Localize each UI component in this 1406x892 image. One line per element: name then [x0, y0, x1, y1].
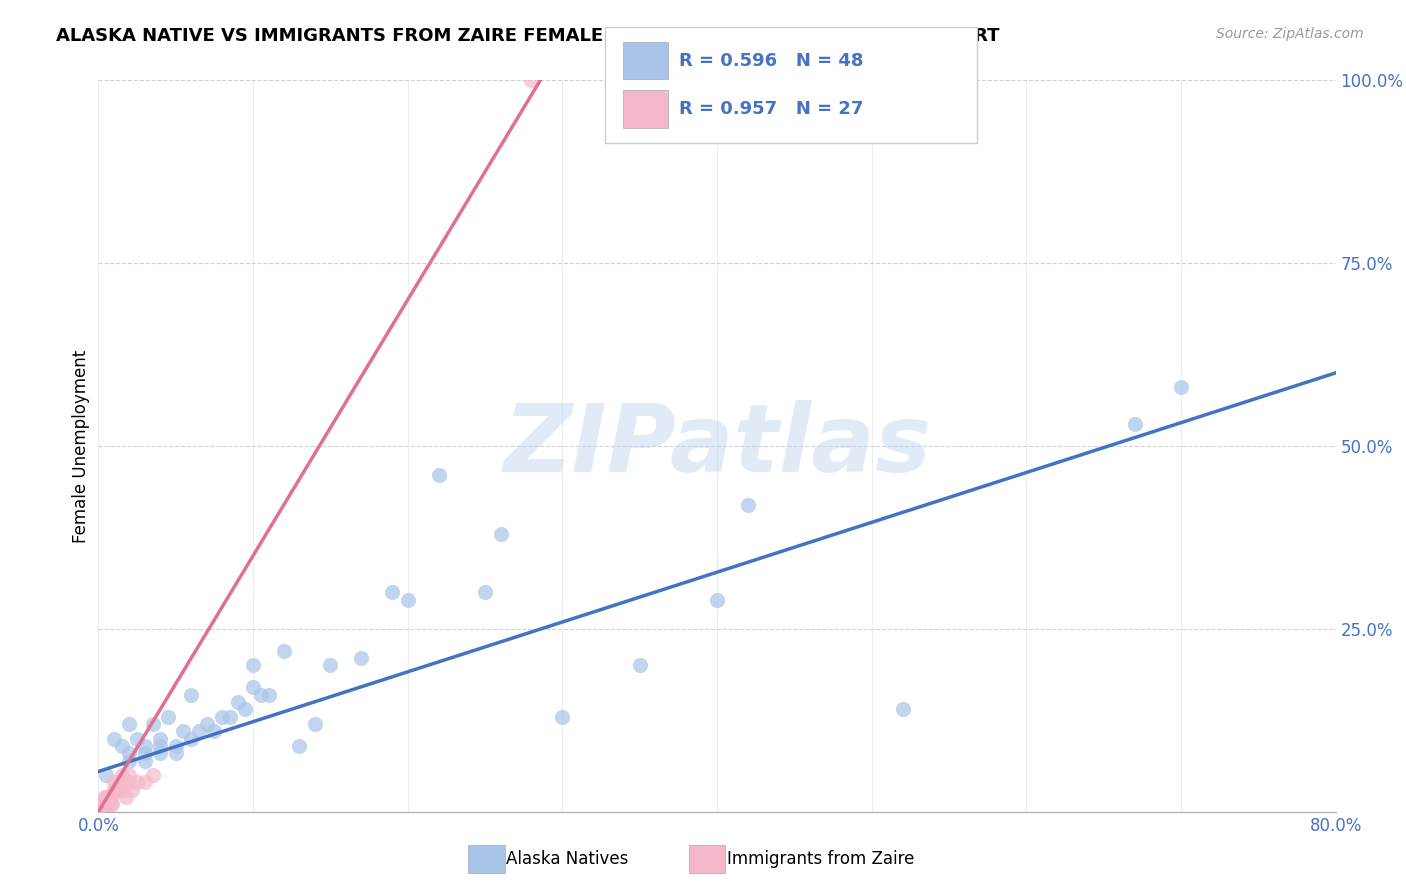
Point [121, 782, 143, 797]
Point [396, 592, 419, 607]
Point [118, 768, 141, 782]
Point [96, 768, 118, 782]
Text: Alaska Natives: Alaska Natives [506, 850, 628, 868]
Point [118, 754, 141, 768]
Point [127, 775, 149, 789]
Point [165, 746, 187, 760]
Point [97, 797, 120, 812]
Point [188, 724, 211, 739]
Point [103, 775, 125, 789]
Point [1123, 417, 1146, 431]
Point [891, 702, 914, 716]
Point [1170, 380, 1192, 394]
Point [226, 695, 249, 709]
Point [489, 526, 512, 541]
Point [112, 782, 135, 797]
Point [304, 717, 326, 731]
Text: Source: ZipAtlas.com: Source: ZipAtlas.com [1216, 27, 1364, 41]
Point [101, 797, 124, 812]
Point [180, 688, 202, 702]
Text: Immigrants from Zaire: Immigrants from Zaire [727, 850, 914, 868]
Point [111, 739, 132, 753]
Point [706, 592, 728, 607]
Point [118, 746, 141, 760]
Point [180, 731, 202, 746]
Point [427, 468, 450, 483]
Point [134, 739, 156, 753]
Point [90, 797, 112, 812]
Point [628, 658, 651, 673]
Point [219, 709, 242, 723]
Point [118, 717, 141, 731]
Point [319, 658, 342, 673]
Text: R = 0.957   N = 27: R = 0.957 N = 27 [679, 100, 863, 118]
Point [118, 775, 141, 789]
Point [87, 805, 110, 819]
Point [141, 717, 165, 731]
Point [350, 651, 373, 665]
Point [100, 797, 122, 812]
Point [381, 585, 404, 599]
Point [103, 782, 125, 797]
Point [737, 498, 759, 512]
Point [474, 585, 496, 599]
Point [250, 688, 273, 702]
Point [204, 724, 226, 739]
Point [195, 717, 218, 731]
Point [149, 746, 172, 760]
Point [149, 731, 172, 746]
Point [105, 782, 128, 797]
Point [165, 739, 187, 753]
Point [111, 775, 132, 789]
Point [134, 775, 156, 789]
Point [242, 681, 264, 695]
Point [96, 790, 118, 805]
Point [96, 797, 118, 812]
Text: R = 0.596   N = 48: R = 0.596 N = 48 [679, 52, 863, 70]
Point [98, 790, 121, 805]
Point [107, 775, 129, 789]
Point [103, 782, 125, 797]
Point [127, 731, 149, 746]
Point [134, 754, 156, 768]
Point [520, 73, 543, 87]
Point [141, 768, 165, 782]
Point [288, 739, 311, 753]
Point [157, 709, 180, 723]
Point [100, 790, 122, 805]
Point [211, 709, 233, 723]
Point [242, 658, 264, 673]
Point [273, 644, 295, 658]
Point [103, 731, 125, 746]
Point [551, 709, 574, 723]
Y-axis label: Female Unemployment: Female Unemployment [72, 350, 90, 542]
Point [172, 724, 194, 739]
Point [111, 768, 132, 782]
Point [134, 746, 156, 760]
Point [149, 739, 172, 753]
Point [257, 688, 280, 702]
Point [91, 797, 114, 812]
Text: ZIPatlas: ZIPatlas [503, 400, 931, 492]
Point [233, 702, 257, 716]
Point [115, 790, 138, 805]
Point [93, 790, 115, 805]
Text: ALASKA NATIVE VS IMMIGRANTS FROM ZAIRE FEMALE UNEMPLOYMENT CORRELATION CHART: ALASKA NATIVE VS IMMIGRANTS FROM ZAIRE F… [56, 27, 1000, 45]
